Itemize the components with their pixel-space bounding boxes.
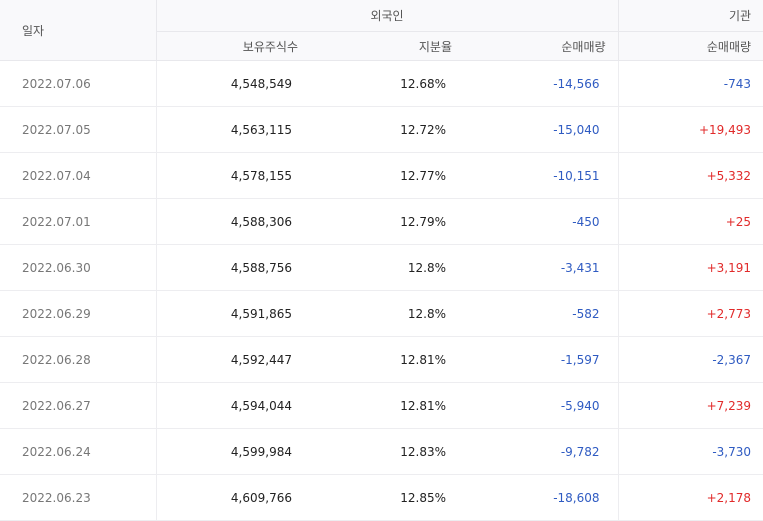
table-header: 일자 외국인 기관 보유주식수 지분율 순매매량 순매매량: [0, 0, 763, 61]
date-cell: 2022.07.01: [0, 198, 157, 245]
share-ratio-cell: 12.77%: [310, 152, 464, 199]
table-row: 2022.06.27 4,594,044 12.81% -5,940 +7,239: [0, 382, 763, 429]
share-ratio-cell: 12.8%: [310, 290, 464, 337]
date-cell: 2022.06.23: [0, 474, 157, 521]
institution-net-cell: +5,332: [618, 152, 763, 199]
share-ratio-cell: 12.81%: [310, 382, 464, 429]
institution-net-cell: -2,367: [618, 336, 763, 383]
table-row: 2022.06.29 4,591,865 12.8% -582 +2,773: [0, 290, 763, 337]
holdings-column-header: 보유주식수: [156, 31, 310, 61]
institution-net-cell: -743: [618, 60, 763, 107]
institution-net-cell: +2,773: [618, 290, 763, 337]
date-cell: 2022.06.24: [0, 428, 157, 475]
foreign-group-header: 외국인: [156, 0, 619, 32]
share-ratio-column-header: 지분율: [310, 31, 464, 61]
institution-net-cell: +25: [618, 198, 763, 245]
date-cell: 2022.07.06: [0, 60, 157, 107]
share-ratio-cell: 12.83%: [310, 428, 464, 475]
date-cell: 2022.06.29: [0, 290, 157, 337]
foreign-net-cell: -9,782: [464, 428, 619, 475]
holdings-cell: 4,578,155: [156, 152, 310, 199]
date-cell: 2022.06.28: [0, 336, 157, 383]
table-row: 2022.06.23 4,609,766 12.85% -18,608 +2,178: [0, 474, 763, 521]
foreign-net-cell: -18,608: [464, 474, 619, 521]
table-body: 2022.07.06 4,548,549 12.68% -14,566 -743 2022…: [0, 60, 763, 521]
institution-net-cell: +7,239: [618, 382, 763, 429]
foreign-net-cell: -582: [464, 290, 619, 337]
table-row: 2022.06.30 4,588,756 12.8% -3,431 +3,191: [0, 244, 763, 291]
share-ratio-cell: 12.8%: [310, 244, 464, 291]
date-cell: 2022.06.30: [0, 244, 157, 291]
date-cell: 2022.06.27: [0, 382, 157, 429]
holdings-cell: 4,592,447: [156, 336, 310, 383]
institution-group-header: 기관: [618, 0, 763, 32]
foreign-net-cell: -1,597: [464, 336, 619, 383]
share-ratio-cell: 12.68%: [310, 60, 464, 107]
holdings-cell: 4,609,766: [156, 474, 310, 521]
share-ratio-cell: 12.81%: [310, 336, 464, 383]
holdings-cell: 4,588,306: [156, 198, 310, 245]
foreign-net-cell: -14,566: [464, 60, 619, 107]
institution-net-cell: +3,191: [618, 244, 763, 291]
table-row: 2022.07.01 4,588,306 12.79% -450 +25: [0, 198, 763, 245]
holdings-cell: 4,599,984: [156, 428, 310, 475]
foreign-net-cell: -450: [464, 198, 619, 245]
foreign-net-cell: -3,431: [464, 244, 619, 291]
date-column-header: 일자: [0, 0, 157, 61]
foreign-net-cell: -5,940: [464, 382, 619, 429]
foreign-net-cell: -15,040: [464, 106, 619, 153]
institution-net-cell: +19,493: [618, 106, 763, 153]
institution-net-cell: -3,730: [618, 428, 763, 475]
holdings-cell: 4,591,865: [156, 290, 310, 337]
share-ratio-cell: 12.79%: [310, 198, 464, 245]
institution-net-cell: +2,178: [618, 474, 763, 521]
share-ratio-cell: 12.72%: [310, 106, 464, 153]
institution-net-column-header: 순매매량: [618, 31, 763, 61]
table-row: 2022.06.24 4,599,984 12.83% -9,782 -3,730: [0, 428, 763, 475]
date-cell: 2022.07.04: [0, 152, 157, 199]
foreign-net-column-header: 순매매량: [464, 31, 619, 61]
holdings-cell: 4,588,756: [156, 244, 310, 291]
table-row: 2022.07.04 4,578,155 12.77% -10,151 +5,332: [0, 152, 763, 199]
holdings-cell: 4,594,044: [156, 382, 310, 429]
holdings-cell: 4,548,549: [156, 60, 310, 107]
share-ratio-cell: 12.85%: [310, 474, 464, 521]
table-row: 2022.07.06 4,548,549 12.68% -14,566 -743: [0, 60, 763, 107]
holdings-cell: 4,563,115: [156, 106, 310, 153]
foreign-net-cell: -10,151: [464, 152, 619, 199]
table-row: 2022.06.28 4,592,447 12.81% -1,597 -2,367: [0, 336, 763, 383]
date-cell: 2022.07.05: [0, 106, 157, 153]
table-row: 2022.07.05 4,563,115 12.72% -15,040 +19,493: [0, 106, 763, 153]
